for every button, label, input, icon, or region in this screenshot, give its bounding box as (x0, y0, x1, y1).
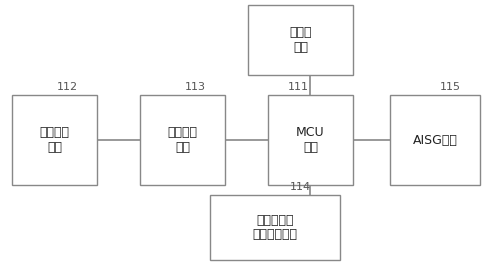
Text: 115: 115 (439, 82, 460, 92)
Text: 114: 114 (290, 182, 310, 192)
Text: AISG模块: AISG模块 (413, 134, 457, 146)
Text: MCU
模块: MCU 模块 (296, 126, 325, 154)
FancyBboxPatch shape (210, 195, 340, 260)
Text: 充放电控制
电源管理模块: 充放电控制 电源管理模块 (252, 214, 298, 241)
FancyBboxPatch shape (390, 95, 480, 185)
Text: 111: 111 (288, 82, 309, 92)
Text: 116: 116 (312, 0, 333, 2)
FancyBboxPatch shape (248, 5, 353, 75)
FancyBboxPatch shape (12, 95, 97, 185)
Text: 电平转换
模块: 电平转换 模块 (168, 126, 197, 154)
FancyBboxPatch shape (140, 95, 225, 185)
Text: 112: 112 (57, 82, 77, 92)
FancyBboxPatch shape (268, 95, 353, 185)
Text: 113: 113 (185, 82, 205, 92)
Text: 无线通信
模块: 无线通信 模块 (40, 126, 69, 154)
Text: 防雷电
模块: 防雷电 模块 (289, 26, 312, 54)
